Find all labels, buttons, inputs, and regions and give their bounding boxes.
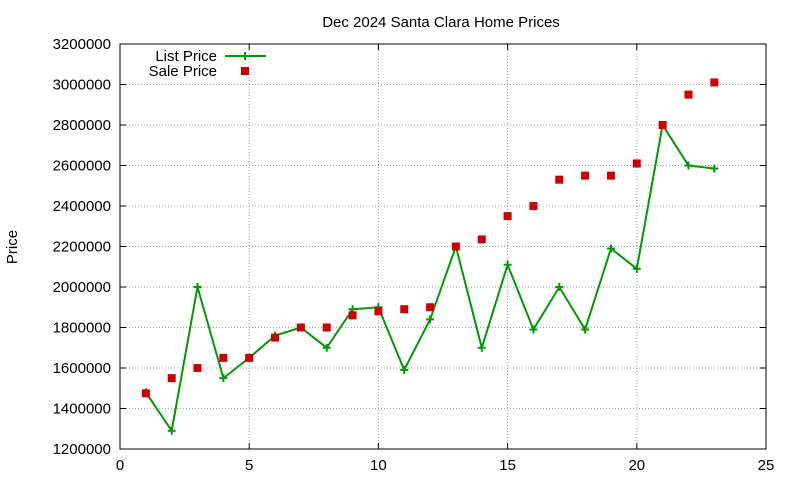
list-price-point [529,325,538,334]
list-price-point [684,161,693,170]
sale-price-point [632,159,641,168]
y-tick-label: 3000000 [53,77,111,94]
list-price-point [632,264,641,273]
x-tick-label: 20 [628,457,645,474]
x-tick-label: 10 [370,457,387,474]
sale-price-point [426,303,435,312]
list-price-point [400,366,409,375]
sale-price-point [296,323,305,332]
list-price-point [606,244,615,253]
sale-price-point [400,305,409,314]
list-price-point [322,343,331,352]
legend-label-sale-price: Sale Price [149,63,217,80]
list-price-point [503,260,512,269]
sale-price-point [710,78,719,87]
legend: List Price Sale Price [149,48,266,80]
y-tick-label: 2000000 [53,279,111,296]
sale-price-point [219,353,228,362]
sale-price-point [555,175,564,184]
sale-price-point [271,333,280,342]
list-price-point [477,343,486,352]
sale-price-point [374,307,383,316]
list-price-point [219,374,228,383]
x-tick-label: 15 [499,457,516,474]
x-tick-label: 5 [245,457,253,474]
legend-swatches [225,52,266,75]
series [141,78,719,435]
y-tick-label: 1200000 [53,441,111,458]
y-axis-label: Price [4,230,21,264]
y-tick-label: 1800000 [53,320,111,337]
y-tick-label: 2200000 [53,239,111,256]
sale-price-point [503,212,512,221]
x-tick-label: 0 [116,457,124,474]
list-price-point [581,325,590,334]
sale-price-point [141,389,150,398]
y-tick-label: 2400000 [53,198,111,215]
y-tick-label: 1400000 [53,401,111,418]
sale-price-point [193,364,202,372]
sale-price-point [477,235,486,244]
sale-price-point [348,311,357,320]
y-tick-label: 2800000 [53,117,111,134]
sale-price-point [451,242,460,251]
axis-ticks [119,43,767,450]
sale-price-point [167,374,176,383]
list-price-point [167,426,176,435]
sale-price-point [658,121,667,129]
sale-price-point [322,323,331,332]
chart-title: Dec 2024 Santa Clara Home Prices [322,14,560,31]
x-axis-tick-labels: 0 5 10 15 20 25 [116,457,775,474]
legend-label-list-price: List Price [155,48,217,65]
series-1 [141,78,719,398]
sale-price-point [245,353,254,362]
y-axis-tick-labels: 1200000 1400000 1600000 1800000 2000000 22000… [53,36,111,458]
y-tick-label: 2600000 [53,158,111,175]
y-tick-label: 3200000 [53,36,111,53]
sale-price-point [581,171,590,180]
sale-price-point [529,202,538,210]
list-price-point [555,283,564,291]
legend-swatch-sale-price [241,67,249,75]
sale-price-point [684,90,693,99]
sale-price-point [606,171,615,180]
x-tick-label: 25 [758,457,775,474]
list-price-point [710,164,719,173]
y-tick-label: 1600000 [53,360,111,377]
list-price-point [193,283,202,291]
list-price-point [426,315,435,324]
